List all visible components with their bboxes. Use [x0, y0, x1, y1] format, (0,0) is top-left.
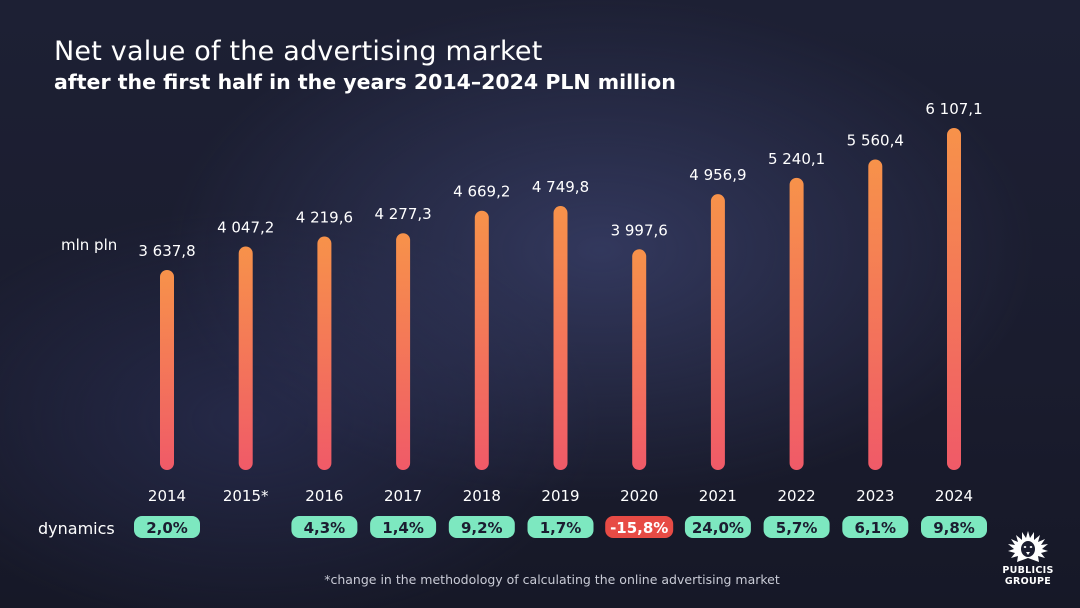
dynamics-badge-bg	[921, 516, 987, 538]
dynamics-badge: -15,8%	[605, 516, 674, 538]
dynamics-badge: 9,8%	[921, 516, 987, 538]
year-label: 2023	[856, 487, 894, 505]
dynamics-badge-bg	[134, 516, 200, 538]
dynamics-value: 2,0%	[146, 519, 188, 537]
bar-2024	[947, 128, 961, 470]
dynamics-badge-bg	[763, 516, 830, 538]
logo-text-line2: GROUPE	[1004, 576, 1052, 587]
dynamics-value: -15,8%	[610, 519, 668, 537]
dynamics-badge: 24,0%	[684, 516, 751, 538]
unit-label: mln pln	[61, 236, 118, 254]
value-labels-group: 3 637,8 4 047,2 4 219,6 4 277,3 4 669,2 4 749…	[138, 100, 982, 260]
year-label: 2020	[620, 487, 658, 505]
chart-subtitle: after the first half in the years 2014–2…	[54, 70, 676, 94]
value-label: 4 749,8	[532, 178, 589, 196]
year-label: 2024	[935, 487, 973, 505]
value-label: 3 637,8	[138, 242, 195, 260]
bar-2017	[396, 233, 411, 470]
value-label: 4 047,2	[217, 218, 274, 236]
dynamics-value: 6,1%	[854, 519, 896, 537]
value-label: 4 669,2	[453, 183, 510, 201]
methodology-footnote: *change in the methodology of calculatin…	[324, 572, 780, 587]
bar-2019	[553, 206, 568, 470]
dynamics-badge: 6,1%	[842, 516, 909, 538]
dynamics-badge-bg	[842, 516, 909, 538]
dynamics-badge: 5,7%	[763, 516, 830, 538]
bar-2023	[868, 159, 883, 470]
value-label: 3 997,6	[611, 221, 668, 239]
chart-title: Net value of the advertising market	[54, 36, 543, 67]
dynamics-badge-bg	[605, 516, 674, 538]
dynamics-value: 1,4%	[382, 519, 424, 537]
value-label: 6 107,1	[925, 100, 982, 118]
dynamics-badge: 4,3%	[291, 516, 358, 538]
year-label: 2017	[384, 487, 422, 505]
dynamics-badge-bg	[448, 516, 515, 538]
dynamics-badge-bg	[370, 516, 437, 538]
dynamics-value: 24,0%	[692, 519, 744, 537]
year-labels-group: 2014 2015* 2016 2017 2018 2019 2020 2021 2022 202…	[148, 487, 973, 505]
dynamics-badges-group: 2,0% 4,3% 1,4% 9,2% 1,7% -15,8% 24,0% 5,7% 6,1% 9…	[134, 516, 987, 538]
year-label: 2021	[699, 487, 737, 505]
logo-text-line1: PUBLICIS	[1002, 565, 1054, 576]
bar-2022	[789, 177, 804, 470]
year-label: 2019	[541, 487, 579, 505]
bar-2014	[160, 270, 174, 470]
dynamics-value: 4,3%	[304, 519, 346, 537]
dynamics-badge: 1,7%	[527, 516, 594, 538]
dynamics-badge: 2,0%	[134, 516, 200, 538]
lion-head-icon	[1008, 531, 1048, 562]
publicis-groupe-logo: PUBLICIS GROUPE	[994, 528, 1062, 590]
bar-2016	[317, 236, 332, 470]
dynamics-value: 9,8%	[933, 519, 975, 537]
bars-group	[160, 128, 961, 471]
year-label: 2015*	[223, 487, 269, 505]
year-label: 2022	[778, 487, 816, 505]
dynamics-badge: 1,4%	[370, 516, 437, 538]
value-label: 4 219,6	[296, 209, 353, 227]
dynamics-label: dynamics	[38, 519, 115, 538]
dynamics-value: 5,7%	[776, 519, 818, 537]
year-label: 2014	[148, 487, 186, 505]
value-label: 4 277,3	[374, 205, 431, 223]
bar-2015	[238, 246, 253, 470]
bar-2021	[710, 194, 725, 470]
dynamics-badge: 9,2%	[448, 516, 515, 538]
dynamics-badge-bg	[291, 516, 358, 538]
dynamics-value: 1,7%	[540, 519, 582, 537]
dynamics-badge-bg	[684, 516, 751, 538]
year-label: 2016	[305, 487, 343, 505]
dynamics-value: 9,2%	[461, 519, 503, 537]
value-label: 5 560,4	[847, 131, 904, 149]
value-label: 5 240,1	[768, 150, 825, 168]
year-label: 2018	[463, 487, 501, 505]
dynamics-badge-bg	[527, 516, 594, 538]
value-label: 4 956,9	[689, 166, 746, 184]
bar-2018	[474, 210, 489, 471]
bar-2020	[632, 249, 647, 470]
